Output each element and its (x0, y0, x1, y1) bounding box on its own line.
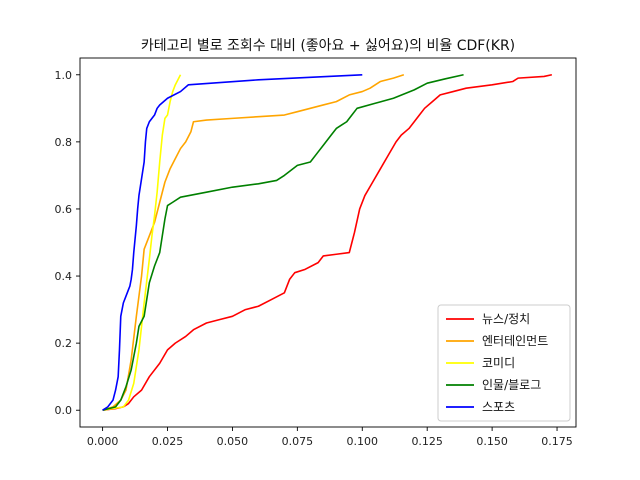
x-tick-label: 0.075 (282, 435, 314, 448)
y-tick-label: 0.2 (55, 337, 73, 350)
x-tick-label: 0.100 (347, 435, 379, 448)
legend-label: 인물/블로그 (482, 378, 541, 392)
legend-label: 코미디 (482, 356, 515, 370)
legend-label: 뉴스/정치 (482, 312, 530, 326)
legend-label: 엔터테인먼트 (482, 334, 548, 348)
series-layer (102, 73, 553, 412)
series-line-4 (102, 73, 464, 412)
series-line-5 (102, 73, 363, 411)
legend-box (437, 304, 571, 422)
plot-frame (79, 57, 577, 428)
y-tick-label: 0.8 (55, 136, 73, 149)
x-tick-label: 0.150 (476, 435, 508, 448)
series-line-1 (102, 73, 553, 412)
y-tick-label: 0.4 (55, 270, 73, 283)
x-tick-label: 0.175 (541, 435, 573, 448)
x-tick-label: 0.125 (411, 435, 443, 448)
y-tick-label: 0.0 (55, 404, 73, 417)
x-axis: 0.000 0.025 0.050 0.075 0.100 0.125 0.150 0.175 (87, 427, 573, 448)
y-tick-label: 0.6 (55, 203, 73, 216)
legend-label: 스포츠 (482, 400, 515, 414)
x-tick-label: 0.000 (87, 435, 119, 448)
x-tick-label: 0.025 (152, 435, 184, 448)
y-axis: 0.0 0.2 0.4 0.6 0.8 1.0 (55, 69, 80, 417)
chart-title: 카테고리 별로 조회수 대비 (좋아요 + 싫어요)의 비율 CDF(KR) (141, 38, 515, 54)
x-tick-label: 0.050 (217, 435, 249, 448)
series-line-3 (102, 74, 182, 412)
y-tick-label: 1.0 (55, 69, 73, 82)
series-line-2 (102, 74, 405, 411)
